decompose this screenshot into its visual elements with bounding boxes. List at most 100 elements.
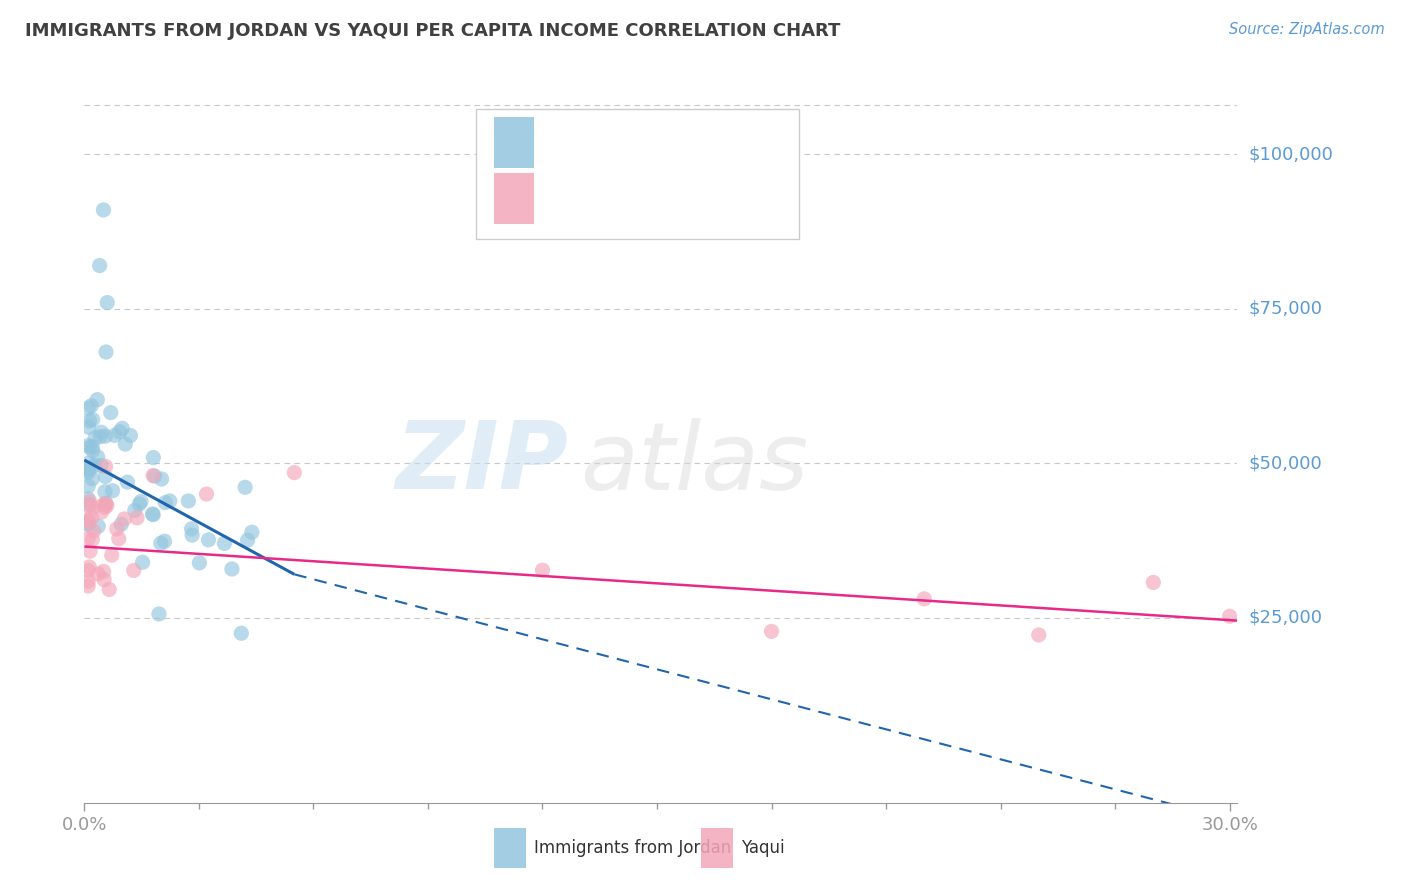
Point (82, 440, 104, 454)
Point (240, 525, 263, 540)
Point (531, 563, 554, 577)
Point (86, 450, 108, 464)
Point (94, 345, 117, 359)
Point (1295, 620, 1317, 634)
Point (1142, 575, 1164, 590)
Point (87, 566, 110, 581)
Text: R = -0.148   N =  41: R = -0.148 N = 41 (546, 209, 714, 227)
Point (87, 519, 110, 533)
Point (82, 443, 104, 458)
Text: $100,000: $100,000 (1249, 145, 1333, 163)
Point (77, 461, 100, 475)
FancyBboxPatch shape (494, 173, 534, 224)
Point (122, 564, 145, 578)
Point (103, 428, 125, 442)
Point (108, 425, 131, 439)
Text: $50,000: $50,000 (1249, 454, 1322, 472)
Point (77, 531, 100, 545)
Point (93, 573, 115, 587)
Point (77, 463, 100, 477)
Point (82, 412, 104, 426)
Text: $75,000: $75,000 (1249, 300, 1323, 318)
FancyBboxPatch shape (702, 828, 734, 868)
Point (77, 438, 100, 452)
Point (142, 468, 165, 483)
Point (77, 461, 100, 475)
Point (221, 562, 243, 576)
Point (93, 565, 115, 579)
Point (195, 487, 218, 501)
Point (94, 497, 117, 511)
Point (128, 497, 150, 511)
Text: R = -0.255   N = 70: R = -0.255 N = 70 (546, 153, 709, 171)
Point (80, 399, 103, 413)
Point (231, 626, 253, 640)
Point (1219, 609, 1241, 624)
Point (79, 544, 101, 558)
Point (86, 392, 108, 407)
Point (149, 536, 172, 550)
Point (94, 496, 117, 510)
Text: Yaqui: Yaqui (741, 838, 785, 856)
Point (77, 560, 100, 574)
Point (124, 503, 146, 517)
Point (153, 534, 176, 549)
Text: IMMIGRANTS FROM JORDAN VS YAQUI PER CAPITA INCOME CORRELATION CHART: IMMIGRANTS FROM JORDAN VS YAQUI PER CAPI… (25, 22, 841, 40)
Point (77, 499, 100, 513)
Point (107, 532, 129, 546)
Point (110, 517, 132, 532)
Point (148, 607, 170, 621)
Point (188, 556, 211, 570)
Point (77, 466, 100, 480)
Point (181, 528, 204, 542)
Point (82, 533, 104, 547)
Point (77, 513, 100, 527)
Point (98, 582, 121, 597)
Point (155, 495, 177, 509)
Point (77, 401, 100, 416)
Point (100, 406, 122, 420)
Point (77, 516, 100, 531)
Point (197, 533, 219, 547)
Point (236, 533, 259, 548)
Point (82, 500, 104, 515)
Point (117, 475, 139, 490)
Point (83, 458, 105, 473)
Point (77, 420, 100, 434)
Point (80, 510, 103, 524)
Text: atlas: atlas (581, 417, 808, 508)
Point (101, 483, 124, 498)
Point (142, 508, 165, 522)
Point (90, 505, 112, 519)
FancyBboxPatch shape (494, 828, 526, 868)
Point (94, 459, 117, 474)
Point (90, 425, 112, 440)
Text: Source: ZipAtlas.com: Source: ZipAtlas.com (1229, 22, 1385, 37)
Point (112, 512, 135, 526)
Point (83, 524, 105, 538)
Point (214, 536, 236, 550)
Point (96, 499, 118, 513)
Text: Immigrants from Jordan: Immigrants from Jordan (534, 838, 731, 856)
Point (77, 456, 100, 470)
Point (79, 494, 101, 508)
Point (141, 507, 163, 521)
Point (94, 500, 117, 515)
Text: ZIP: ZIP (395, 417, 568, 509)
Point (131, 555, 153, 569)
Point (761, 624, 783, 639)
Point (94, 469, 117, 483)
Point (105, 522, 128, 536)
Point (96, 295, 118, 310)
Point (77, 491, 100, 506)
Point (177, 494, 200, 508)
Point (150, 472, 173, 486)
Point (142, 450, 165, 465)
Text: $25,000: $25,000 (1249, 608, 1323, 626)
FancyBboxPatch shape (494, 117, 534, 168)
Point (159, 494, 181, 508)
Point (283, 466, 305, 480)
Point (93, 498, 115, 512)
Point (82, 472, 104, 486)
Point (77, 514, 100, 528)
